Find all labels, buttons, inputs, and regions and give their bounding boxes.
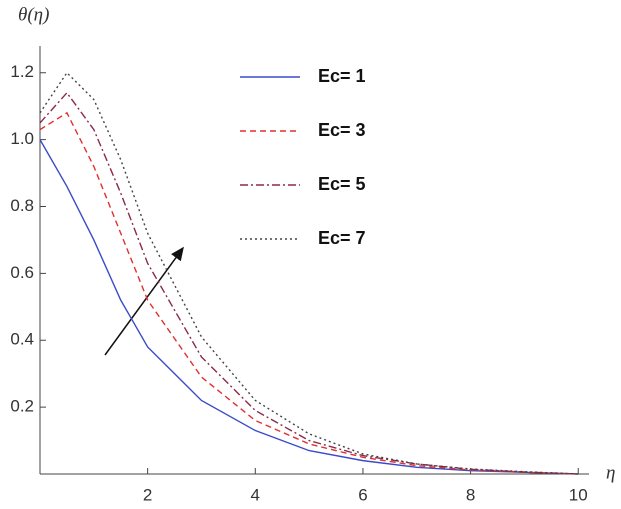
y-tick-label: 0.2 (10, 397, 34, 416)
y-tick-label: 1.0 (10, 129, 34, 148)
legend-label: Ec= 5 (318, 174, 366, 194)
legend-label: Ec= 3 (318, 120, 366, 140)
y-tick-label: 0.4 (10, 330, 34, 349)
x-tick-label: 4 (251, 485, 260, 504)
legend-label: Ec= 7 (318, 228, 366, 248)
trend-arrow (104, 246, 184, 356)
y-tick-label: 0.8 (10, 196, 34, 215)
legend-label: Ec= 1 (318, 66, 366, 86)
y-tick-label: 0.6 (10, 263, 34, 282)
x-tick-label: 6 (358, 485, 367, 504)
series-line (39, 139, 579, 475)
x-axis-label: η (606, 462, 615, 483)
series-line (39, 71, 579, 475)
y-axis-label: θ(η) (18, 4, 49, 25)
x-tick-label: 10 (569, 485, 588, 504)
y-tick-label: 1.2 (10, 62, 34, 81)
x-tick-label: 8 (466, 485, 475, 504)
series-line (39, 111, 579, 475)
x-tick-label: 2 (143, 485, 152, 504)
series-line (39, 91, 579, 475)
